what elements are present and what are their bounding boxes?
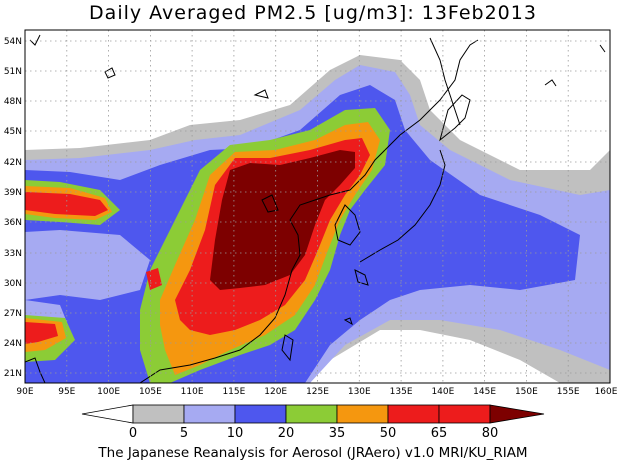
lon-axis: 90E 95E 100E 105E 110E 115E 120E 125E 13… [16, 387, 617, 397]
colorbar-segment [183, 404, 236, 424]
lat-tick-label: 51N [4, 67, 22, 77]
lat-tick-label: 21N [4, 369, 22, 379]
contour-80 [210, 150, 355, 290]
lon-tick-label: 125E [306, 387, 329, 397]
colorbar-segment [81, 404, 134, 424]
map-frame [24, 29, 611, 384]
lat-tick-label: 45N [4, 127, 22, 137]
colorbar-tick-label: 10 [227, 426, 244, 441]
colorbar-tick-label: 80 [482, 426, 499, 441]
contour-65 [25, 192, 108, 216]
lon-tick-label: 115E [222, 387, 245, 397]
lon-tick-label: 140E [431, 387, 454, 397]
colorbar-tick-label: 20 [278, 426, 295, 441]
lon-tick-label: 105E [139, 387, 162, 397]
concentration-field [25, 34, 610, 383]
lon-tick-label: 150E [515, 387, 538, 397]
lon-tick-label: 145E [473, 387, 496, 397]
lon-tick-label: 120E [264, 387, 287, 397]
colorbar-tick-label: 35 [329, 426, 346, 441]
lon-tick-label: 95E [58, 387, 75, 397]
colorbar-segment [285, 404, 338, 424]
lon-tick-label: 135E [390, 387, 413, 397]
colorbar-tick-label: 65 [431, 426, 448, 441]
colorbar-segment [438, 404, 491, 424]
colorbar-labels: 0 5 10 20 35 50 65 80 [129, 426, 498, 441]
lon-tick-label: 160E [595, 387, 618, 397]
colorbar-tick-label: 5 [180, 426, 188, 441]
lat-tick-label: 54N [4, 37, 22, 47]
lat-tick-label: 42N [4, 158, 22, 168]
lon-tick-label: 100E [97, 387, 120, 397]
contour-65-spot [146, 268, 162, 290]
colorbar-segment [234, 404, 287, 424]
lon-tick-label: 155E [557, 387, 580, 397]
lat-tick-label: 33N [4, 249, 22, 259]
footer-caption: The Japanese Reanalysis for Aerosol (JRA… [98, 445, 528, 461]
colorbar-tick-label: 50 [380, 426, 397, 441]
contour-65-sw [25, 322, 58, 344]
lat-tick-label: 30N [4, 279, 22, 289]
map-title: Daily Averaged PM2.5 [ug/m3]: 13Feb2013 [89, 2, 537, 24]
lat-tick-label: 24N [4, 339, 22, 349]
lon-tick-label: 110E [181, 387, 204, 397]
coastlines [25, 34, 606, 383]
colorbar-segment [489, 404, 545, 424]
colorbar-segment [336, 404, 389, 424]
lat-axis: 21N 24N 27N 30N 33N 36N 39N 42N 45N 48N … [4, 37, 22, 379]
colorbar [81, 404, 545, 424]
lat-tick-label: 39N [4, 188, 22, 198]
lat-tick-label: 36N [4, 218, 22, 228]
colorbar-tick-label: 0 [129, 426, 137, 441]
lat-tick-label: 48N [4, 97, 22, 107]
lat-tick-label: 27N [4, 309, 22, 319]
lon-tick-label: 130E [348, 387, 371, 397]
colorbar-segment [132, 404, 185, 424]
colorbar-segment [387, 404, 440, 424]
gridlines [25, 30, 610, 383]
lon-tick-label: 90E [16, 387, 33, 397]
